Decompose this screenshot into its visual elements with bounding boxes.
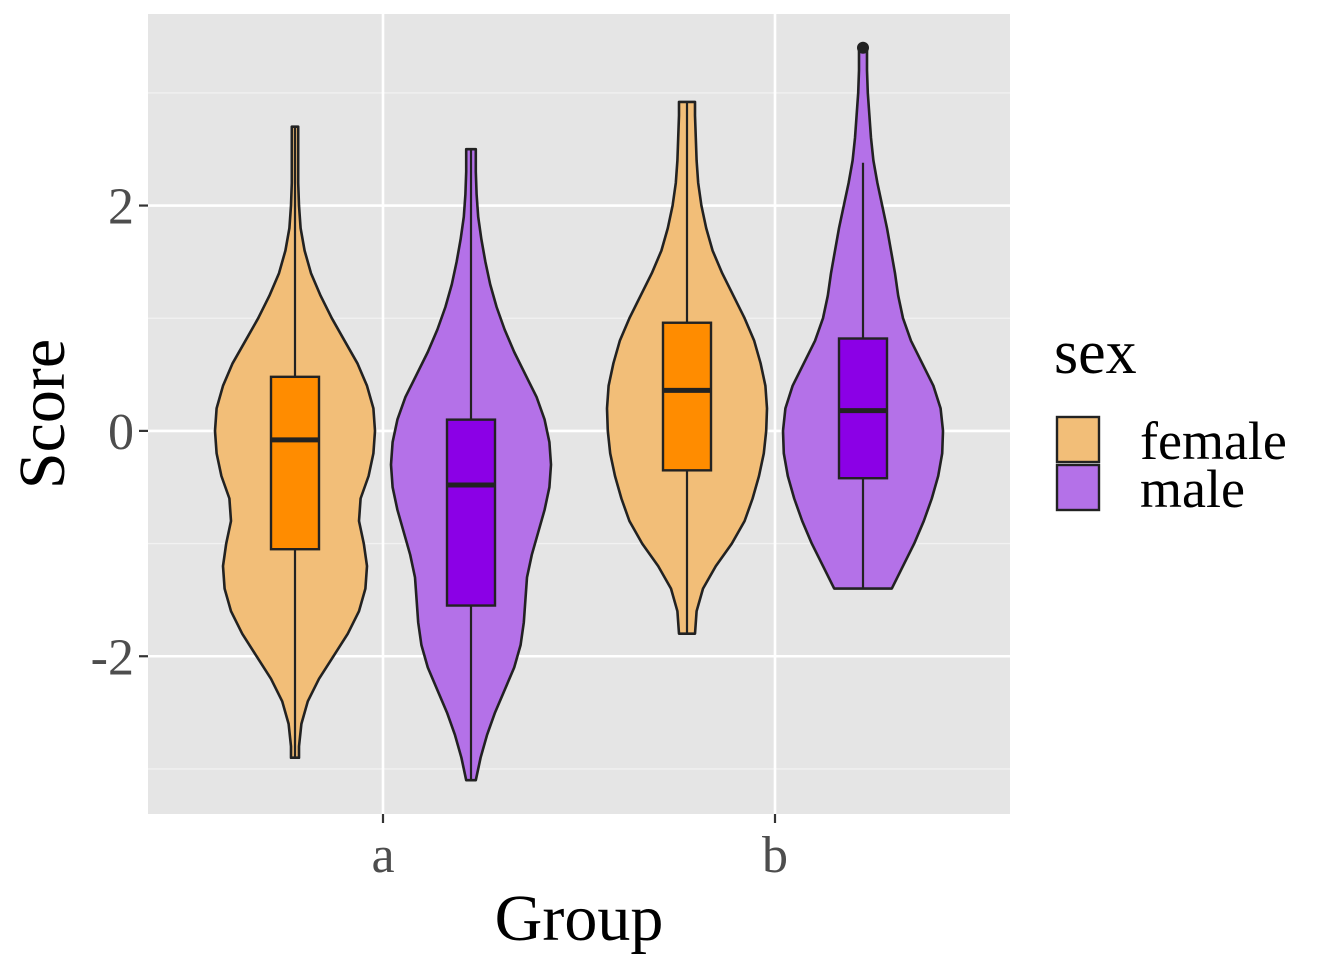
legend-key-male <box>1055 463 1101 512</box>
box-female-b <box>661 321 713 472</box>
y-tick-label: -2 <box>91 629 134 686</box>
legend-label-male: male <box>1140 459 1245 519</box>
axes: -2 0 2 a b <box>91 179 788 884</box>
box-female-a <box>269 375 321 551</box>
chart-marks <box>213 41 945 782</box>
outlier-point <box>857 41 869 54</box>
legend-title: sex <box>1054 319 1137 387</box>
y-axis-title: Score <box>6 339 79 489</box>
box-male-a <box>445 418 497 607</box>
x-tick-label: a <box>371 827 394 884</box>
x-axis-title: Group <box>495 882 664 955</box>
legend-key-female <box>1055 415 1101 464</box>
y-tick-label: 2 <box>108 179 134 236</box>
legend-label-female: female <box>1140 411 1287 471</box>
y-tick-label: 0 <box>108 404 134 461</box>
x-tick-label: b <box>762 827 788 884</box>
